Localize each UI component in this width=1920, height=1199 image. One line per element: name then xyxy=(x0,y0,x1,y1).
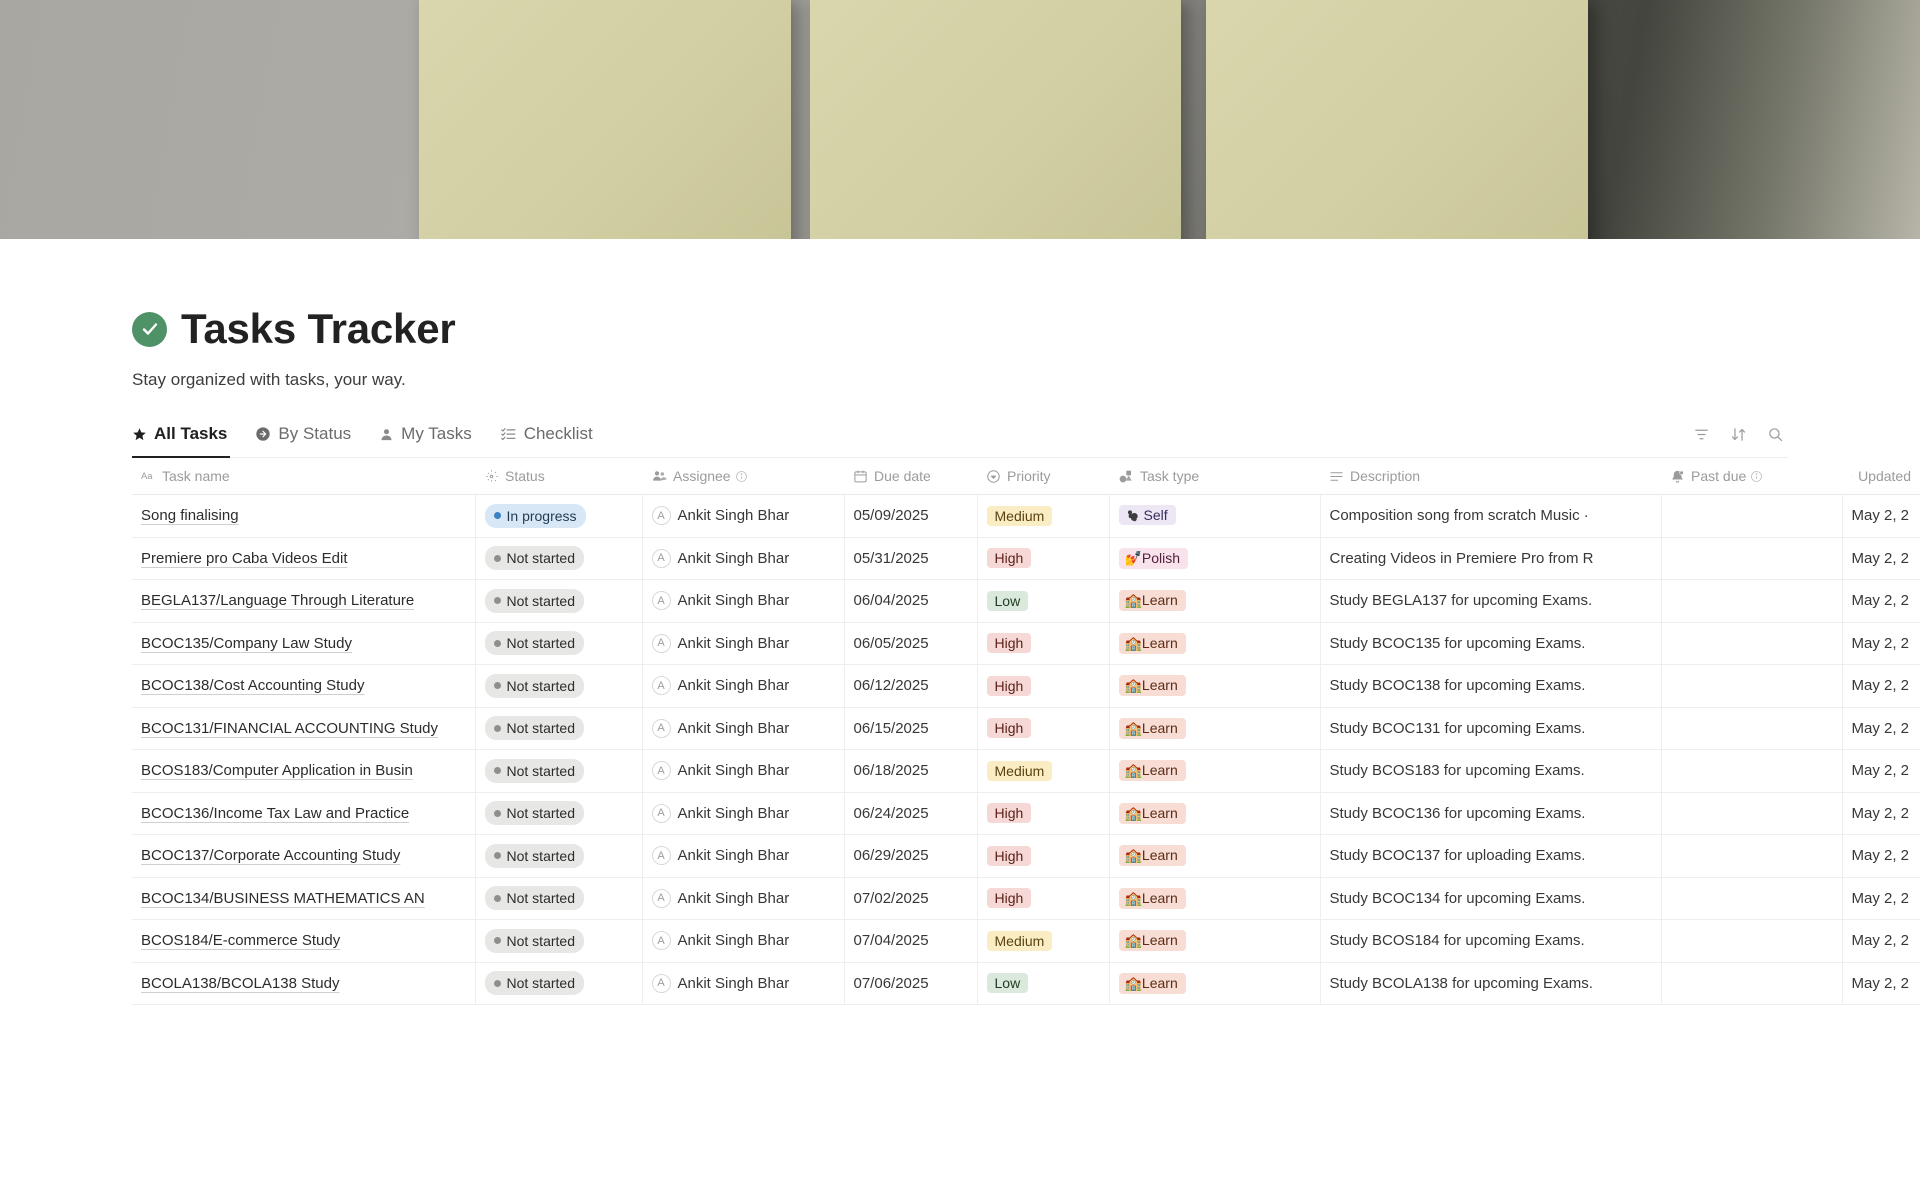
svg-text:Aa: Aa xyxy=(141,471,153,481)
